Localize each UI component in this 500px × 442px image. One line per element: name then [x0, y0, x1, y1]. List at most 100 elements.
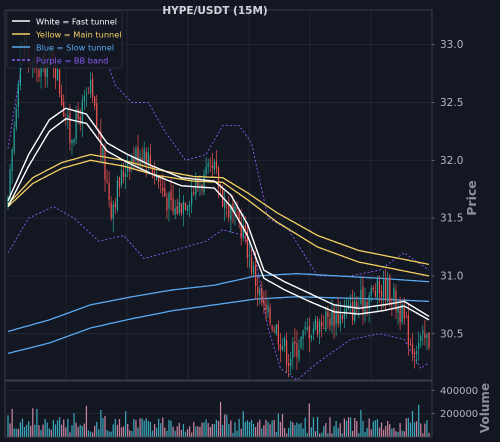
candle-body: [335, 312, 337, 325]
candle-body: [292, 342, 294, 358]
volume-bar: [345, 420, 348, 437]
candle-body: [310, 335, 312, 339]
candle-body: [38, 69, 40, 78]
candle-body: [83, 96, 85, 102]
volume-bar: [424, 423, 426, 437]
volume-bar: [131, 431, 133, 437]
volume-bar: [316, 416, 319, 437]
candle-body: [418, 342, 420, 350]
volume-bar: [302, 428, 304, 437]
volume-bar: [426, 420, 428, 437]
volume-bar: [250, 419, 253, 437]
volume-bar: [170, 420, 172, 437]
volume-bar: [91, 432, 94, 437]
volume-bar: [116, 424, 119, 437]
candle-body: [116, 180, 119, 211]
volume-bar: [380, 422, 383, 437]
legend-label-main: Yellow = Main tunnel: [35, 30, 122, 40]
volume-bar: [298, 424, 300, 437]
candle-body: [283, 338, 286, 347]
candle-body: [87, 92, 90, 94]
main-tunnel-lower-line: [7, 159, 430, 277]
volume-bar: [94, 425, 96, 437]
volume-bar: [352, 430, 354, 437]
volume-bar: [364, 431, 366, 437]
volume-bar: [149, 421, 152, 437]
price-tick-label: 30.5: [440, 328, 463, 340]
candle-body: [112, 204, 114, 219]
legend-label-slow: Blue = Slow tunnel: [36, 43, 114, 53]
volume-bar: [219, 401, 222, 437]
candle-body: [263, 301, 265, 305]
candle-body: [252, 265, 255, 274]
candle-body: [294, 341, 296, 344]
candle-body: [405, 316, 407, 318]
candle-body: [40, 65, 42, 77]
candle-body: [61, 94, 63, 105]
volume-bar: [407, 417, 409, 437]
candle-body: [155, 176, 158, 180]
legend-box: [6, 10, 123, 69]
candle-body: [279, 344, 282, 350]
volume-bar: [321, 432, 323, 437]
candle-body: [205, 166, 207, 175]
main-tunnel-upper-line: [7, 153, 430, 266]
candle-body: [281, 346, 284, 350]
candle-body: [308, 326, 310, 339]
panel-frames: [4, 9, 433, 438]
candle-body: [426, 334, 428, 338]
candle-body: [137, 147, 139, 164]
candle-body: [13, 128, 15, 152]
volume-bar: [312, 417, 315, 437]
volume-bar: [399, 422, 401, 437]
volume-bar: [331, 433, 333, 437]
volume-bar: [246, 420, 249, 437]
volume-bar: [46, 422, 48, 437]
candle-body: [182, 201, 185, 214]
volume-bar: [199, 427, 201, 437]
candle-body: [403, 306, 405, 319]
candle-body: [391, 304, 393, 305]
volume-bar: [285, 433, 288, 437]
candle-body: [168, 192, 170, 209]
volume-bar: [257, 422, 259, 437]
candle-body: [174, 208, 176, 215]
candle-body: [110, 202, 112, 219]
candle-body: [170, 190, 172, 201]
volume-bar: [391, 428, 393, 437]
volume-bar: [135, 420, 137, 437]
volume-bar: [211, 424, 213, 437]
volume-bar: [83, 423, 85, 437]
main-tunnel: [7, 153, 430, 277]
volume-bar: [9, 423, 11, 437]
candle-body: [395, 290, 397, 311]
volume-bar: [385, 425, 387, 437]
volume-bar: [387, 420, 389, 437]
volume-bar: [166, 430, 168, 437]
volume-bar: [48, 428, 50, 437]
volume-bar: [160, 423, 162, 437]
volume-bar: [87, 430, 90, 437]
candle-body: [149, 155, 152, 166]
volume-bar: [180, 429, 182, 437]
volume-bar: [52, 419, 55, 437]
volume-bar: [318, 433, 321, 437]
candle-body: [65, 119, 67, 121]
candle-body: [54, 61, 57, 79]
candle-body: [277, 324, 279, 345]
candle-body: [246, 231, 249, 258]
candle-body: [285, 340, 288, 365]
volume-bar: [209, 426, 211, 437]
volume-bar: [17, 428, 19, 437]
volume-bar: [176, 426, 178, 437]
volume-bar: [279, 421, 282, 437]
volume-bar: [349, 417, 352, 437]
volume-bar: [38, 425, 40, 437]
volume-bar: [300, 422, 302, 437]
volume-bar: [114, 418, 116, 437]
bb-upper-line: [7, 21, 430, 277]
volume-bar: [193, 421, 195, 437]
volume-bar: [195, 426, 197, 437]
candle-body: [420, 335, 422, 342]
